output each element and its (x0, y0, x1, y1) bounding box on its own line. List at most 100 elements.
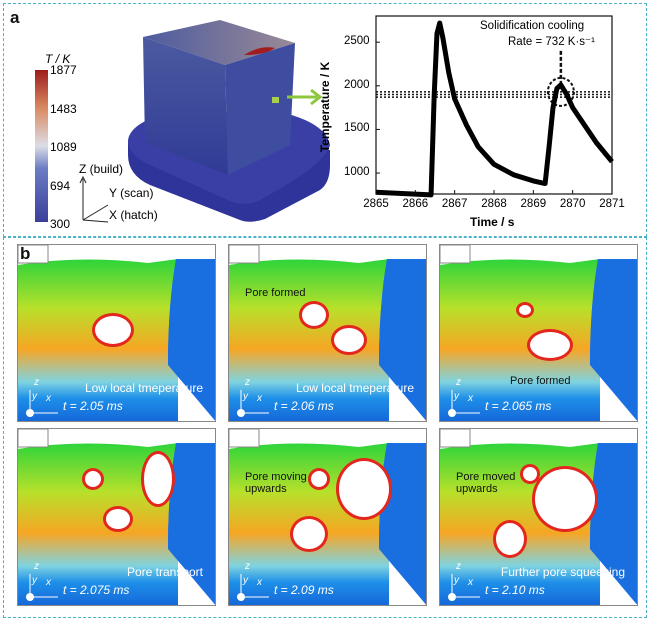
x-tick-label: 2870 (559, 198, 586, 210)
colorbar-tick: 694 (50, 178, 71, 193)
pore (339, 461, 389, 517)
probe-arrow (287, 88, 323, 106)
axis-y-label: Y (scan) (109, 186, 154, 200)
frame-caption: Further pore squeezing (500, 565, 625, 579)
simulation-frame-3: t = 2.065 ms Pore formed z y x (439, 244, 638, 422)
frame-axis-y: y (243, 391, 248, 402)
pore (535, 469, 595, 529)
frame-axis-y: y (454, 575, 459, 586)
frame-axis-y: y (454, 391, 459, 402)
frame-axis-y: y (32, 575, 37, 586)
frame-tab (18, 245, 49, 264)
frame-tab (440, 429, 471, 448)
panel-a-label: a (10, 8, 20, 27)
simulation-frame-4: t = 2.075 ms Pore transport z y x (17, 428, 216, 606)
chart-annotation-line2: Rate = 732 K·s⁻¹ (508, 36, 595, 48)
frame-axis-z: z (34, 561, 39, 572)
pore (523, 467, 537, 481)
x-tick-label: 2869 (520, 198, 547, 210)
colorbar-tick: 1483 (50, 101, 77, 116)
frame-tab (18, 429, 49, 448)
frame-tab (229, 245, 260, 264)
out-of-plane-icon (237, 593, 245, 601)
frame-time: t = 2.06 ms (274, 399, 334, 413)
frame-axis-z: z (456, 377, 461, 388)
frame-caption: Low local tmeperature (84, 381, 203, 395)
frame-caption: Low local tmeperature (295, 381, 414, 395)
frame-note: Pore formed (245, 287, 306, 299)
chart-annotation-line1: Solidification cooling (480, 20, 585, 32)
melt-pool (229, 259, 389, 421)
x-tick-label: 2871 (599, 198, 625, 210)
y-tick-label: 2000 (344, 78, 370, 91)
pore (519, 305, 531, 315)
pore (85, 471, 101, 487)
temperature-series (375, 20, 614, 198)
out-of-plane-icon (448, 593, 456, 601)
panel-b-frame (3, 237, 647, 618)
pore (106, 509, 130, 529)
frame-note: Pore moved upwards (456, 471, 516, 495)
build-part-render (128, 20, 330, 222)
colorbar-tick: 1877 (50, 63, 77, 77)
simulation-frame-6: t = 2.10 ms Further pore squeezing Pore mo… (439, 428, 638, 606)
frame-axis-x: x (468, 577, 473, 588)
simulation-frame-2: t = 2.06 ms Low local tmeperature Pore for… (228, 244, 427, 422)
out-of-plane-icon (26, 593, 34, 601)
pore (530, 332, 570, 358)
axis-x-label: X (hatch) (109, 208, 158, 222)
colorbar-tick: 1089 (50, 140, 77, 154)
y-tick-label: 1500 (344, 122, 370, 135)
frame-axis-x: x (257, 393, 262, 404)
x-tick-label: 2866 (402, 198, 429, 210)
chart-ylabel: Temperature / K (318, 61, 332, 153)
frame-time: t = 2.065 ms (485, 399, 552, 413)
y-tick-label: 1000 (344, 166, 370, 179)
frame-time: t = 2.10 ms (485, 583, 545, 597)
colorbar-tick: 300 (50, 217, 71, 231)
pore (311, 471, 327, 487)
frame-axis-z: z (34, 377, 39, 388)
frame-axis-z: z (456, 561, 461, 572)
frame-axis-z: z (245, 561, 250, 572)
melt-pool (18, 443, 178, 605)
out-of-plane-icon (26, 409, 34, 417)
pore (496, 523, 524, 555)
pore (293, 519, 325, 549)
melt-pool (440, 259, 600, 421)
frame-axis-x: x (46, 393, 51, 404)
chart-xlabel: Time / s (470, 215, 515, 229)
frame-tab (440, 245, 471, 264)
frame-axis-y: y (32, 391, 37, 402)
temperature-chart (375, 15, 614, 198)
panel-b-label: b (20, 244, 31, 263)
frame-note: Pore moving upwards (245, 471, 307, 495)
colorbar-title: T / K (45, 52, 71, 66)
axes-triad-icon (79, 175, 109, 223)
y-tick-label: 2500 (344, 35, 370, 48)
frame-note: Pore formed (510, 375, 571, 387)
out-of-plane-icon (448, 409, 456, 417)
out-of-plane-icon (237, 409, 245, 417)
frame-axis-y: y (243, 575, 248, 586)
simulation-frame-1: t = 2.05 ms Low local tmeperature z y x (17, 244, 216, 422)
pore (334, 328, 364, 352)
frame-axis-x: x (257, 577, 262, 588)
pore (302, 304, 326, 326)
frame-time: t = 2.05 ms (63, 399, 123, 413)
pore (95, 316, 131, 344)
colorbar (35, 70, 48, 222)
x-tick-label: 2867 (441, 198, 468, 210)
panel-a-frame (3, 3, 647, 237)
frame-axis-x: x (468, 393, 473, 404)
frame-caption: Pore transport (126, 565, 203, 579)
simulation-frame-5: t = 2.09 ms Pore moving upwards z y x (228, 428, 427, 606)
x-tick-label: 2868 (481, 198, 507, 210)
frame-axis-z: z (245, 377, 250, 388)
peak-circle (546, 76, 575, 107)
frame-axis-x: x (46, 577, 51, 588)
pore (144, 454, 172, 504)
frame-time: t = 2.09 ms (274, 583, 334, 597)
axis-z-label: Z (build) (79, 162, 124, 176)
